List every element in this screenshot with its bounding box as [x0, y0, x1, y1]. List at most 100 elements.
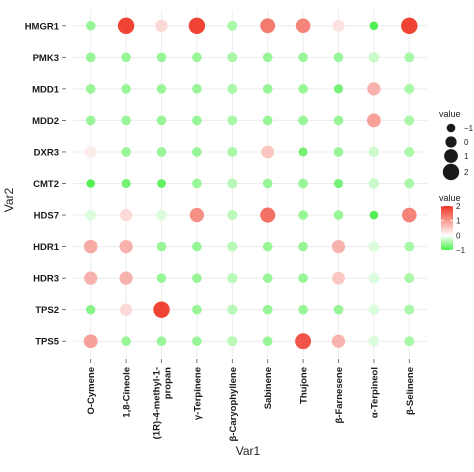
y-tick-label: TPS5: [35, 337, 59, 348]
data-point: [298, 147, 308, 157]
data-point: [295, 333, 312, 350]
data-point: [227, 83, 238, 94]
data-point: [192, 147, 202, 157]
data-point: [298, 115, 308, 126]
data-point: [295, 18, 311, 34]
data-point: [121, 147, 131, 157]
size-legend-label: −1: [464, 124, 474, 133]
x-tick-label: β-Caryophyllene: [228, 367, 239, 441]
data-point: [404, 52, 415, 63]
data-point: [404, 273, 415, 284]
data-point: [368, 146, 380, 158]
data-point: [227, 241, 238, 252]
data-point: [404, 241, 415, 252]
data-point: [119, 303, 133, 316]
data-point: [262, 336, 273, 347]
data-point: [368, 241, 380, 252]
data-point: [192, 178, 202, 189]
size-legend-key: [442, 163, 460, 181]
data-point: [262, 241, 273, 252]
x-tick-label: γ-Terpinene: [192, 367, 203, 420]
data-point: [298, 304, 308, 315]
data-point: [333, 115, 344, 126]
y-tick-label: PMK3: [33, 53, 59, 64]
data-point: [333, 84, 344, 94]
size-legend-key: [445, 136, 457, 148]
y-tick-label: MDD2: [32, 116, 59, 127]
data-point: [298, 178, 308, 189]
data-point: [227, 20, 238, 31]
data-point: [119, 239, 133, 254]
color-legend-label: 1: [456, 217, 461, 226]
x-tick-label: Sabinene: [263, 367, 274, 409]
data-point: [121, 178, 131, 189]
y-tick-label: HDR3: [33, 274, 59, 285]
color-legend-bar: [441, 206, 453, 250]
x-tick-label: β-Farnesene: [334, 367, 345, 424]
data-point: [156, 52, 167, 63]
data-point: [155, 19, 168, 32]
color-legend-label: 2: [456, 202, 461, 211]
data-point: [298, 273, 308, 283]
y-tick-label: HDS7: [34, 211, 59, 222]
y-tick-label: TPS2: [35, 305, 59, 316]
data-point: [227, 147, 238, 157]
data-point: [262, 178, 273, 189]
data-point: [156, 241, 167, 252]
data-point: [402, 207, 417, 223]
data-point: [331, 334, 346, 348]
data-point: [262, 115, 273, 126]
data-point: [156, 84, 167, 94]
data-point: [85, 52, 96, 63]
data-point: [368, 335, 380, 347]
data-point: [117, 17, 135, 34]
data-point: [121, 52, 131, 63]
data-point: [227, 304, 238, 315]
data-point: [262, 273, 273, 283]
color-legend: value 2 1 0 −1: [439, 193, 466, 255]
data-point: [86, 179, 95, 188]
data-point: [192, 84, 202, 94]
data-point: [121, 115, 131, 126]
data-point: [192, 336, 202, 347]
data-point: [157, 179, 166, 188]
data-point: [331, 239, 346, 254]
data-point: [333, 304, 344, 315]
x-axis-ticks: O-Cymene 1,8-Cineole (1R)-4-methyl-1-propa…: [86, 359, 416, 441]
data-point: [333, 147, 344, 157]
data-point: [156, 209, 167, 221]
data-point: [404, 304, 415, 315]
data-point: [121, 336, 131, 347]
data-point: [262, 84, 273, 94]
data-point: [298, 84, 308, 94]
data-point: [262, 304, 273, 315]
y-axis-title: Var2: [2, 187, 16, 212]
data-point: [156, 336, 167, 347]
size-legend-label: 2: [464, 168, 469, 177]
data-point: [260, 18, 276, 34]
data-point: [156, 115, 167, 126]
y-tick-label: CMT2: [33, 179, 59, 190]
data-point: [298, 210, 308, 220]
data-point: [404, 147, 415, 157]
data-point: [192, 304, 202, 315]
x-tick-label: Thujone: [299, 367, 310, 404]
data-point: [156, 273, 167, 283]
data-point: [84, 146, 97, 158]
data-point: [192, 52, 202, 63]
data-point: [84, 271, 98, 285]
data-point: [368, 272, 380, 284]
x-tick-label: α-Terpineol: [369, 367, 380, 418]
data-point: [121, 84, 131, 94]
size-legend-label: 1: [464, 152, 469, 161]
data-point: [188, 17, 206, 34]
data-point: [367, 113, 381, 128]
y-tick-label: MDD1: [32, 84, 60, 95]
data-point: [333, 52, 344, 63]
data-point: [332, 271, 345, 285]
data-point: [368, 304, 380, 316]
data-point: [83, 239, 98, 254]
data-point: [332, 19, 345, 32]
